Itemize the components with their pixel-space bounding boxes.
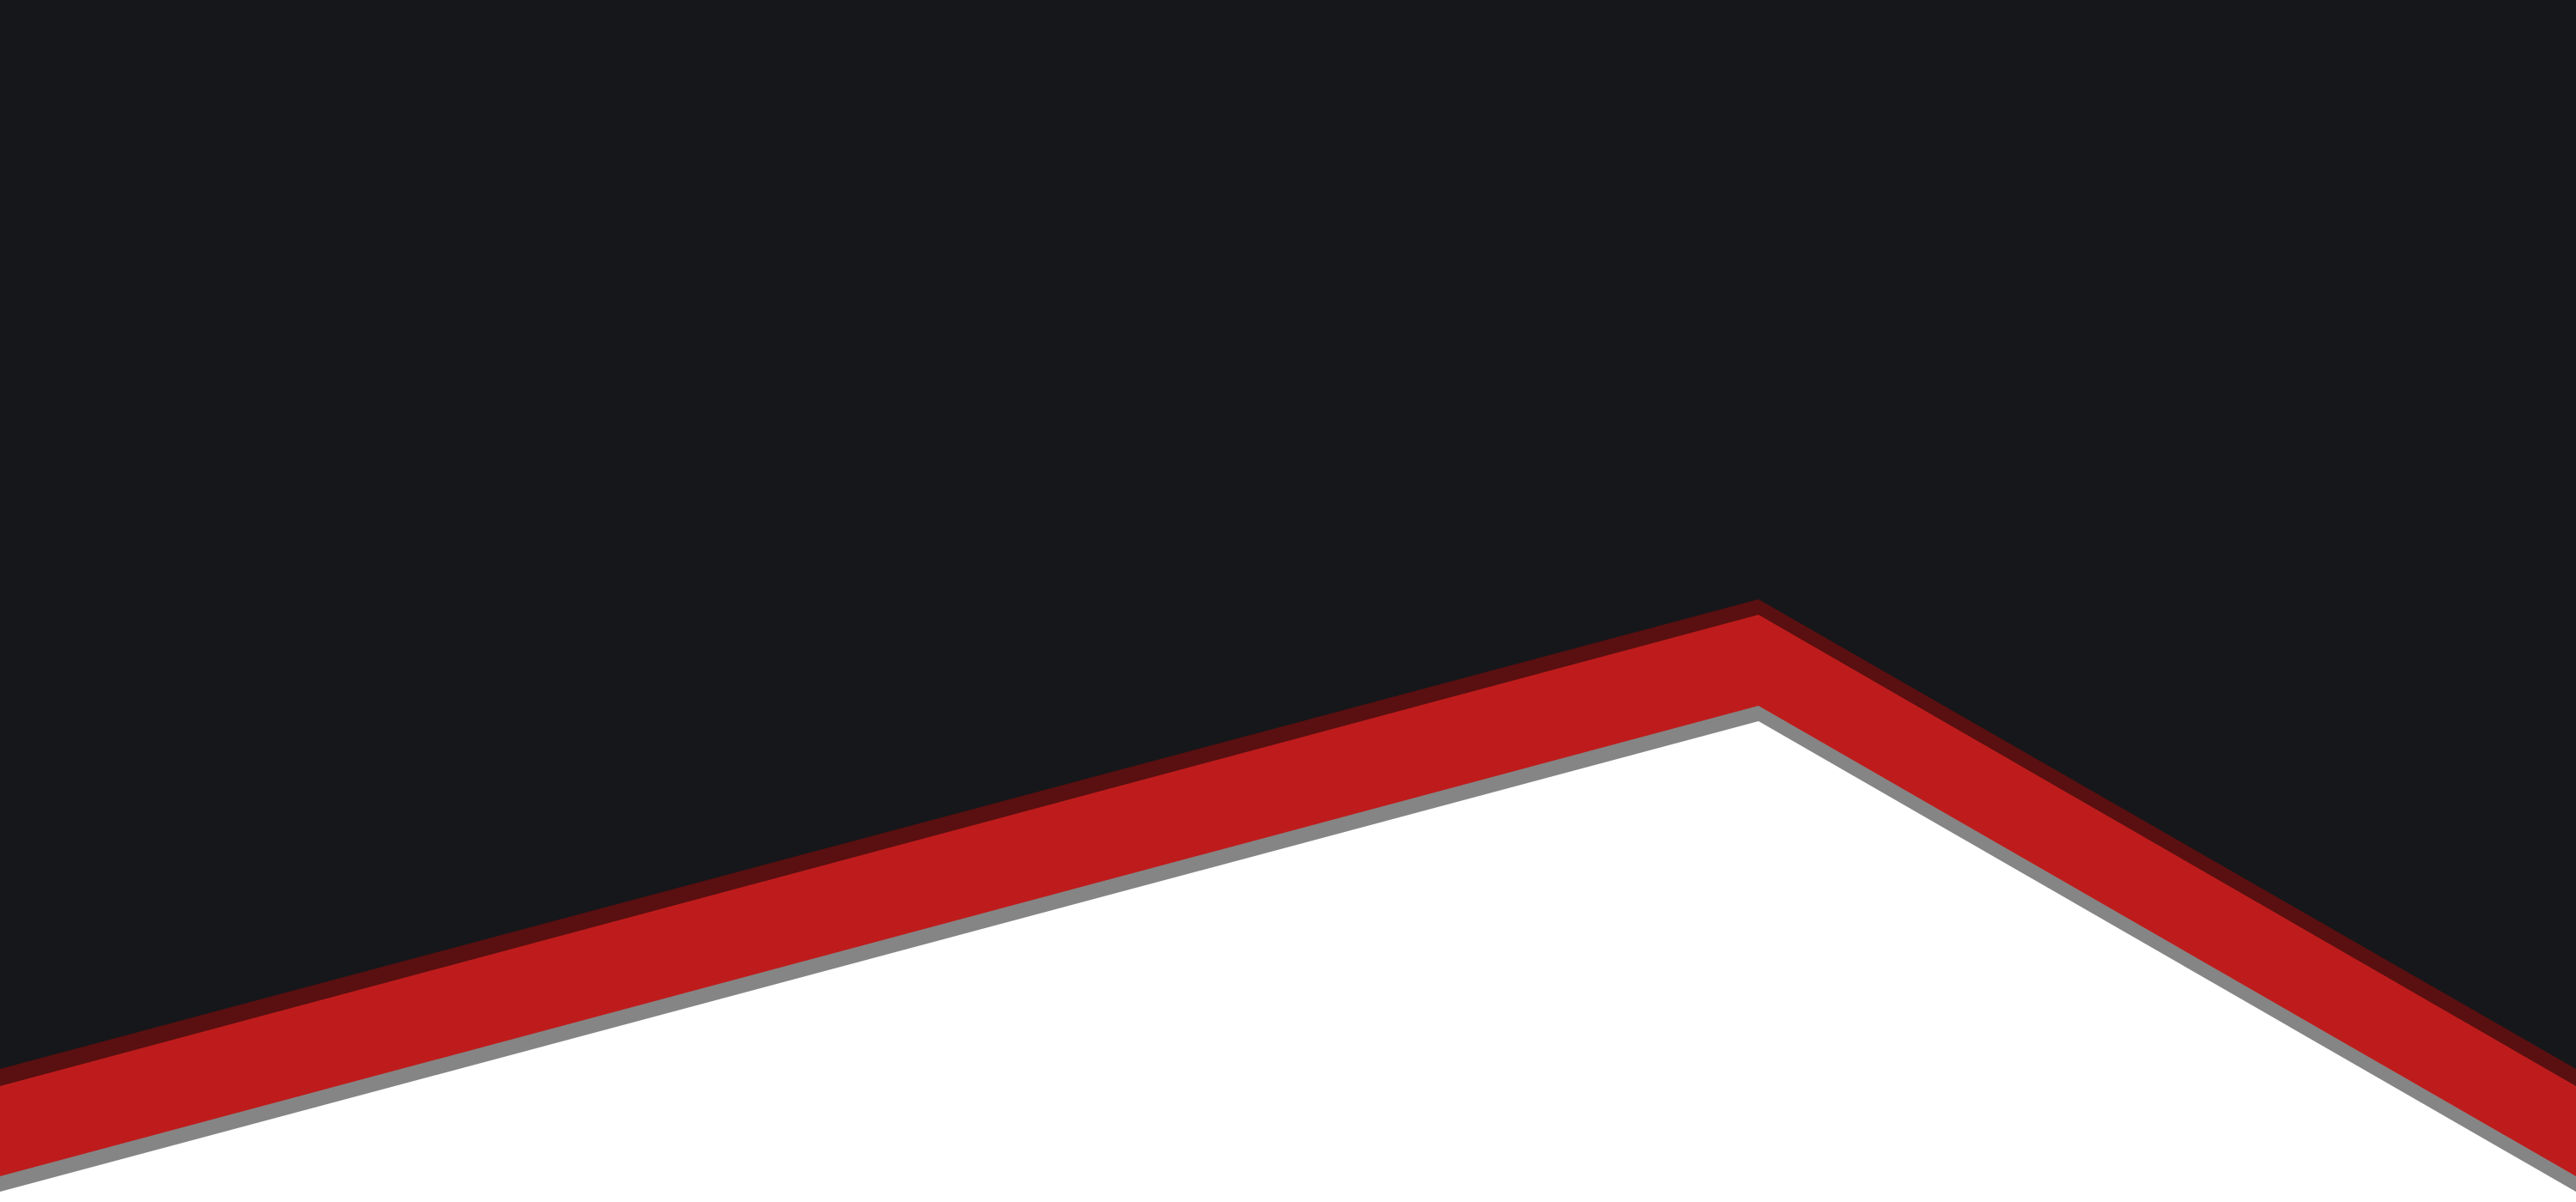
white-lower-area (0, 721, 2576, 1202)
